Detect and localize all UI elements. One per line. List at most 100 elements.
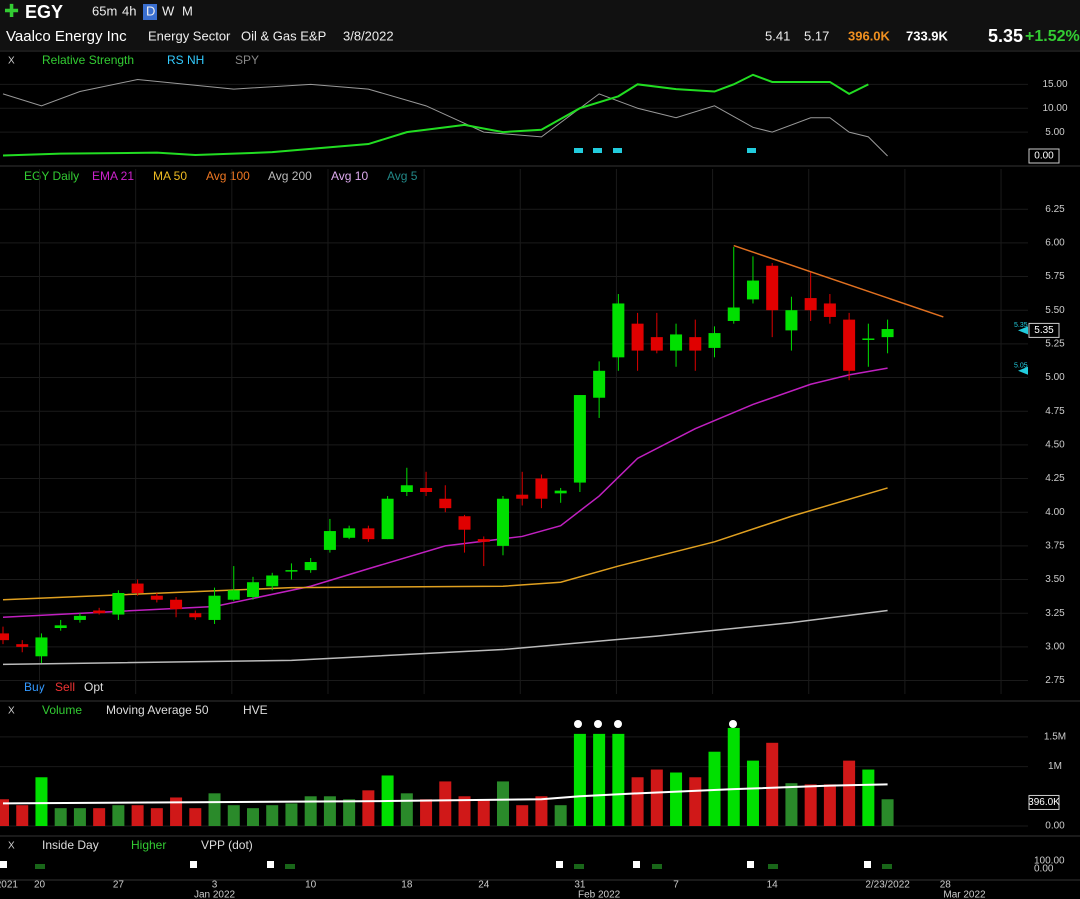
close-x[interactable]: X: [8, 56, 15, 67]
volume-bar: [573, 733, 586, 826]
header-bar: [0, 0, 1080, 50]
last-value-box: [1028, 322, 1060, 338]
candle-body: [362, 528, 375, 540]
candle-body: [343, 528, 356, 538]
candle-body: [689, 337, 702, 351]
volume-bar: [170, 797, 183, 826]
candle-body: [708, 333, 721, 348]
bottom-legend[interactable]: Inside Day: [42, 838, 99, 852]
volume-bar: [35, 777, 48, 826]
y-tick-label: 5.75: [1045, 271, 1065, 282]
candle-body: [881, 329, 894, 338]
volume-bar: [112, 805, 125, 826]
candle-body: [593, 370, 606, 398]
volume-bar: [73, 808, 86, 826]
volume-bar: [708, 751, 721, 826]
y-tick-label: 4.75: [1045, 406, 1065, 417]
volume-legend[interactable]: Moving Average 50: [106, 703, 209, 717]
company: Vaalco Energy Inc: [6, 28, 127, 45]
volume-bar: [362, 790, 375, 826]
volume-bar: [554, 805, 567, 826]
price-legend[interactable]: Avg 5: [387, 169, 418, 183]
x-tick-label: 24: [478, 880, 490, 891]
volume-bar: [150, 808, 163, 826]
rs-line: [2, 79, 888, 157]
rs-legend[interactable]: RS NH: [167, 53, 204, 67]
volume-bar: [54, 808, 67, 826]
candle-body: [323, 531, 336, 550]
y-tick-label: 4.25: [1045, 473, 1065, 484]
candle-body: [189, 613, 202, 618]
price-legend[interactable]: Avg 200: [268, 169, 312, 183]
interval[interactable]: M: [182, 3, 193, 18]
volume: 396.0K: [848, 28, 891, 43]
candle-body: [208, 595, 221, 620]
opt[interactable]: Opt: [84, 680, 104, 694]
volume-bar: [535, 796, 548, 826]
candle-body: [746, 280, 759, 300]
y-tick-label: 1.5M: [1044, 731, 1066, 742]
volume-bar: [458, 796, 471, 826]
x-month-label: Feb 2022: [578, 890, 621, 899]
price-flag: [1018, 326, 1028, 335]
volume-bar: [746, 760, 759, 826]
candle-body: [785, 310, 798, 331]
y-tick-label: 4.00: [1045, 507, 1065, 518]
x-tick-label: 2021: [0, 880, 18, 891]
buy[interactable]: Buy: [24, 680, 45, 694]
last-value-box: [1028, 148, 1060, 164]
sector: Energy Sector: [148, 28, 231, 43]
volume-bar: [804, 784, 817, 826]
industry: Oil & Gas E&P: [241, 28, 326, 43]
last-value-box: [1028, 794, 1060, 810]
y-tick-label: 3.50: [1045, 574, 1065, 585]
price-label: 5.05: [1014, 363, 1028, 370]
volume-bar: [766, 742, 779, 826]
price-legend[interactable]: Avg 10: [331, 169, 368, 183]
candle-body: [0, 633, 9, 641]
close-x[interactable]: X: [8, 841, 15, 852]
price-legend[interactable]: MA 50: [153, 169, 187, 183]
y-tick-label: 3.00: [1045, 642, 1065, 653]
candle-body: [112, 593, 125, 615]
candle-body: [304, 562, 317, 571]
symbol[interactable]: EGY: [25, 2, 63, 22]
x-tick-label: 20: [34, 880, 46, 891]
x-tick-label: 27: [113, 880, 125, 891]
interval[interactable]: 65m: [92, 3, 117, 18]
last-value-label: 5.35: [1034, 325, 1054, 336]
bottom-legend[interactable]: VPP (dot): [201, 838, 253, 852]
sell[interactable]: Sell: [55, 680, 75, 694]
add-icon[interactable]: ✚: [4, 1, 19, 21]
volume-bar: [843, 760, 856, 826]
date: 3/8/2022: [343, 28, 394, 43]
close-x[interactable]: X: [8, 706, 15, 717]
x-month-label: Mar 2022: [943, 890, 986, 899]
volume-bar: [304, 796, 317, 826]
interval[interactable]: W: [162, 3, 175, 18]
interval[interactable]: D: [146, 3, 155, 18]
volume-legend[interactable]: HVE: [243, 703, 268, 717]
interval[interactable]: 4h: [122, 3, 136, 18]
price-legend[interactable]: EGY Daily: [24, 169, 79, 183]
price-legend[interactable]: EMA 21: [92, 169, 134, 183]
volume-bar: [400, 793, 413, 826]
bottom-legend[interactable]: Higher: [131, 838, 166, 852]
candle-body: [285, 570, 298, 572]
price-legend[interactable]: Avg 100: [206, 169, 250, 183]
bottom-tick: 0.00: [1034, 864, 1054, 875]
rs-legend[interactable]: SPY: [235, 53, 259, 67]
volume-bar: [208, 793, 221, 826]
y-tick-label: 5.25: [1045, 339, 1065, 350]
volume-legend[interactable]: Volume: [42, 703, 82, 717]
candle-body: [439, 498, 452, 509]
bottom-tick: 100.00: [1034, 856, 1065, 867]
candle-body: [170, 599, 183, 610]
ma-line: [2, 487, 888, 601]
volume-bar: [439, 781, 452, 826]
price-label: 5.35: [1014, 322, 1028, 329]
rs-legend[interactable]: Relative Strength: [42, 53, 134, 67]
volume-bar: [727, 727, 740, 826]
x-tick-label: 14: [767, 880, 779, 891]
